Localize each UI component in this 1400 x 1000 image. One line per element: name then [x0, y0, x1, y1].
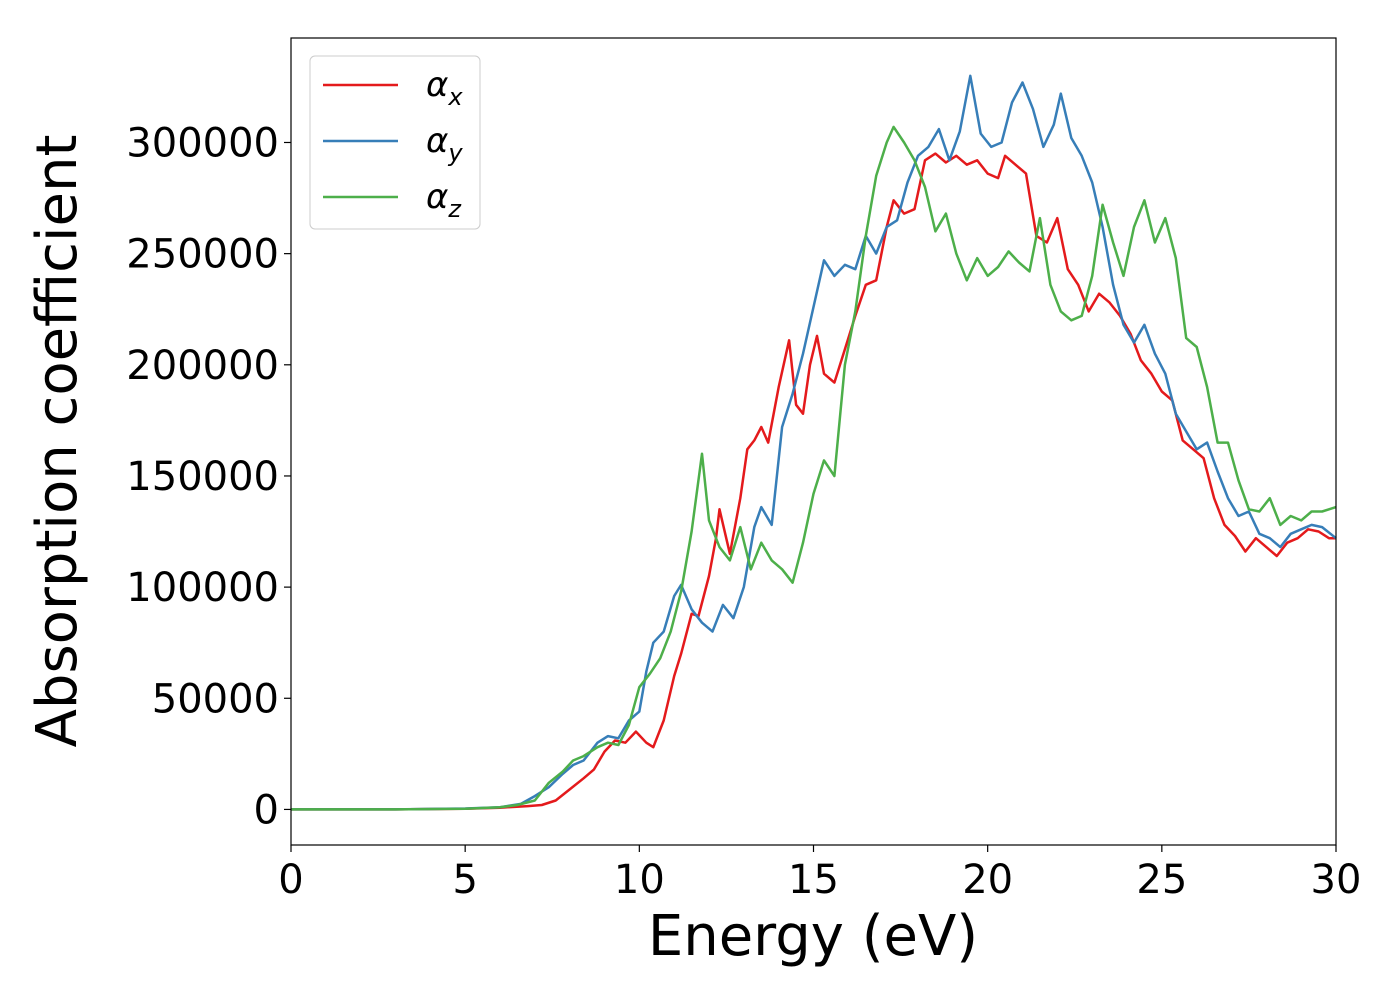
x-axis-title: Energy (eV): [648, 904, 978, 969]
x-tick-label: 30: [1311, 857, 1362, 903]
y-tick-label: 50000: [152, 676, 279, 722]
series-line-z: [291, 125, 1337, 811]
x-axis: 0 5 10 15 20 25 30: [278, 845, 1361, 903]
x-tick-label: 10: [614, 857, 665, 903]
y-tick-label: 250000: [126, 232, 279, 278]
legend-label-y: αy: [426, 121, 463, 167]
series-line-y: [291, 74, 1337, 811]
x-tick-label: 0: [278, 857, 303, 903]
y-tick-label: 200000: [126, 343, 279, 389]
y-tick-label: 150000: [126, 454, 279, 500]
y-tick-label: 0: [254, 787, 279, 833]
y-axis-title: Absorption coefficient: [25, 135, 90, 748]
legend-label-z: αz: [426, 177, 462, 223]
y-tick-label: 300000: [126, 120, 279, 166]
legend-label-x: αx: [426, 65, 463, 111]
series-line-x: [291, 152, 1336, 811]
y-axis: 0 50000 100000 150000 200000 250000 300000: [126, 120, 291, 833]
x-tick-label: 20: [962, 857, 1013, 903]
x-tick-label: 5: [452, 857, 477, 903]
y-tick-label: 100000: [126, 565, 279, 611]
series-layer: [291, 74, 1337, 811]
x-tick-label: 25: [1136, 857, 1187, 903]
x-tick-label: 15: [788, 857, 839, 903]
legend: αx αy αz: [309, 55, 481, 230]
legend-frame: [309, 55, 481, 230]
